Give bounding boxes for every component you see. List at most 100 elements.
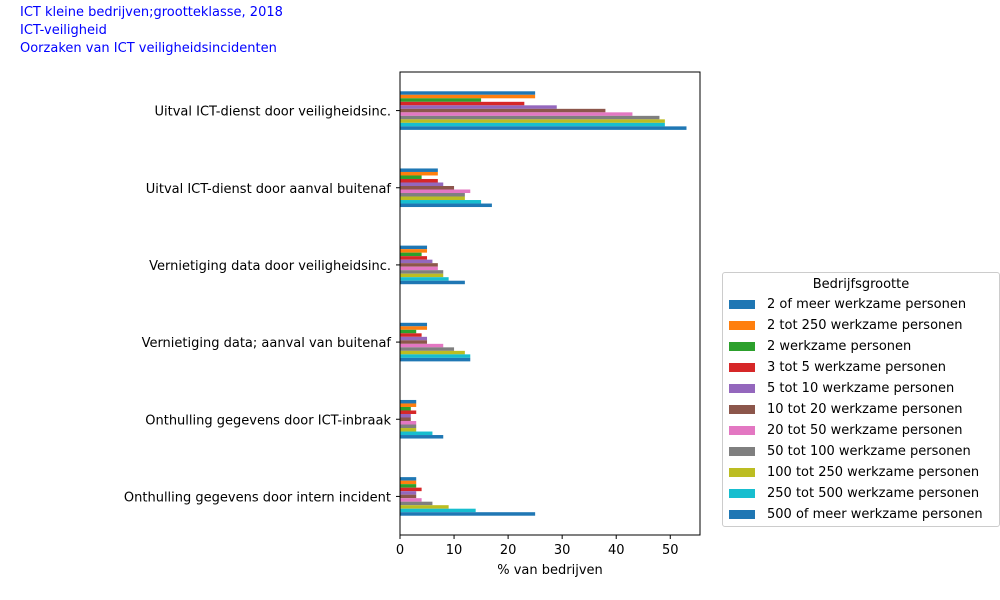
bar [400, 193, 465, 197]
y-tick-label: Vernietiging data; aanval van buitenaf [142, 336, 392, 351]
bar [400, 343, 444, 348]
bar [400, 280, 465, 285]
legend-label: 2 of meer werkzame personen [767, 296, 967, 312]
bar [400, 91, 536, 95]
bar [400, 413, 411, 418]
bar [400, 115, 660, 120]
legend-swatch [729, 509, 755, 519]
legend-swatch [729, 362, 755, 372]
y-tick-label: Onthulling gegevens door ICT-inbraak [145, 413, 391, 428]
legend-label: 250 tot 500 werkzame personen [767, 485, 980, 501]
legend-title: Bedrijfsgrootte [812, 277, 910, 292]
axes-frame [399, 71, 701, 536]
legend-item: 10 tot 20 werkzame personen [729, 399, 963, 419]
y-tick-label: Onthulling gegevens door intern incident [124, 490, 391, 505]
bar [400, 484, 417, 488]
y-tick-label: Vernietiging data door veiligheidsinc. [149, 259, 391, 274]
bar [400, 94, 536, 99]
bar [400, 263, 438, 267]
bar [400, 322, 428, 327]
legend-swatch [729, 488, 755, 498]
bar [400, 498, 422, 502]
bar [400, 508, 476, 513]
bar [400, 403, 417, 407]
bar [400, 494, 417, 499]
bar [400, 168, 438, 172]
bar [400, 108, 606, 113]
legend-item: 3 tot 5 werkzame personen [729, 357, 946, 377]
bar [400, 245, 428, 250]
bar [400, 505, 449, 509]
legend-item: 2 tot 250 werkzame personen [729, 315, 963, 335]
bar [400, 340, 428, 344]
legend-swatch [729, 467, 755, 477]
legend-label: 2 tot 250 werkzame personen [767, 317, 963, 333]
header-line-2: ICT-veiligheid [20, 23, 107, 38]
bar [400, 350, 465, 355]
legend-label: 100 tot 250 werkzame personen [767, 464, 980, 480]
legend-item: 2 werkzame personen [729, 336, 911, 356]
x-tick-label: 40 [608, 543, 625, 558]
bar [400, 421, 417, 425]
legend-item: 50 tot 100 werkzame personen [729, 441, 971, 461]
legend: Bedrijfsgrootte 2 of meer werkzame perso… [722, 272, 1000, 527]
legend-label: 3 tot 5 werkzame personen [767, 359, 946, 375]
x-tick-label: 10 [446, 543, 463, 558]
header-line-1: ICT kleine bedrijven;grootteklasse, 2018 [20, 5, 283, 20]
bar [400, 347, 455, 351]
bar [400, 171, 438, 176]
bar [400, 178, 438, 183]
bar [400, 477, 417, 481]
bar [400, 122, 665, 127]
bar [400, 175, 422, 179]
header-line-3: Oorzaken van ICT veiligheidsincidenten [20, 41, 277, 56]
legend-label: 2 werkzame personen [767, 338, 912, 354]
legend-swatch [729, 341, 755, 351]
bar [400, 431, 433, 436]
legend-swatch [729, 299, 755, 309]
y-tick-label: Uitval ICT-dienst door aanval buitenaf [146, 182, 392, 197]
bar [400, 112, 633, 116]
bar [400, 406, 411, 411]
bar [400, 101, 525, 106]
bar [400, 270, 444, 274]
bar [400, 200, 482, 204]
legend-swatch [729, 425, 755, 435]
legend-swatch [729, 320, 755, 330]
bar [400, 399, 417, 404]
legend-label: 20 tot 50 werkzame personen [767, 422, 963, 438]
x-tick-label: 20 [500, 543, 517, 558]
bar [400, 256, 428, 260]
bar [400, 259, 433, 264]
bar [400, 182, 444, 186]
bar [400, 501, 433, 506]
bar [400, 185, 455, 190]
bar [400, 435, 444, 439]
bar [400, 512, 536, 516]
legend-label: 50 tot 100 werkzame personen [767, 443, 971, 459]
legend-item: 2 of meer werkzame personen [729, 294, 966, 314]
bar [400, 329, 417, 334]
bar [400, 126, 687, 130]
bar [400, 98, 482, 102]
legend-item: 250 tot 500 werkzame personen [729, 483, 979, 503]
bar [400, 354, 471, 358]
bar [400, 428, 417, 432]
bar [400, 336, 428, 341]
x-axis-label: % van bedrijven [497, 563, 603, 578]
bar [400, 410, 417, 414]
bar [400, 357, 471, 362]
bar [400, 249, 428, 253]
legend-swatch [729, 446, 755, 456]
legend-label: 10 tot 20 werkzame personen [767, 401, 963, 417]
legend-swatch [729, 404, 755, 414]
legend-item: 500 of meer werkzame personen [729, 504, 983, 524]
bar [400, 189, 471, 194]
bar [400, 417, 411, 422]
bar [400, 491, 417, 495]
bar [400, 480, 417, 485]
bar [400, 266, 438, 271]
bar [400, 487, 422, 492]
bar [400, 333, 422, 337]
